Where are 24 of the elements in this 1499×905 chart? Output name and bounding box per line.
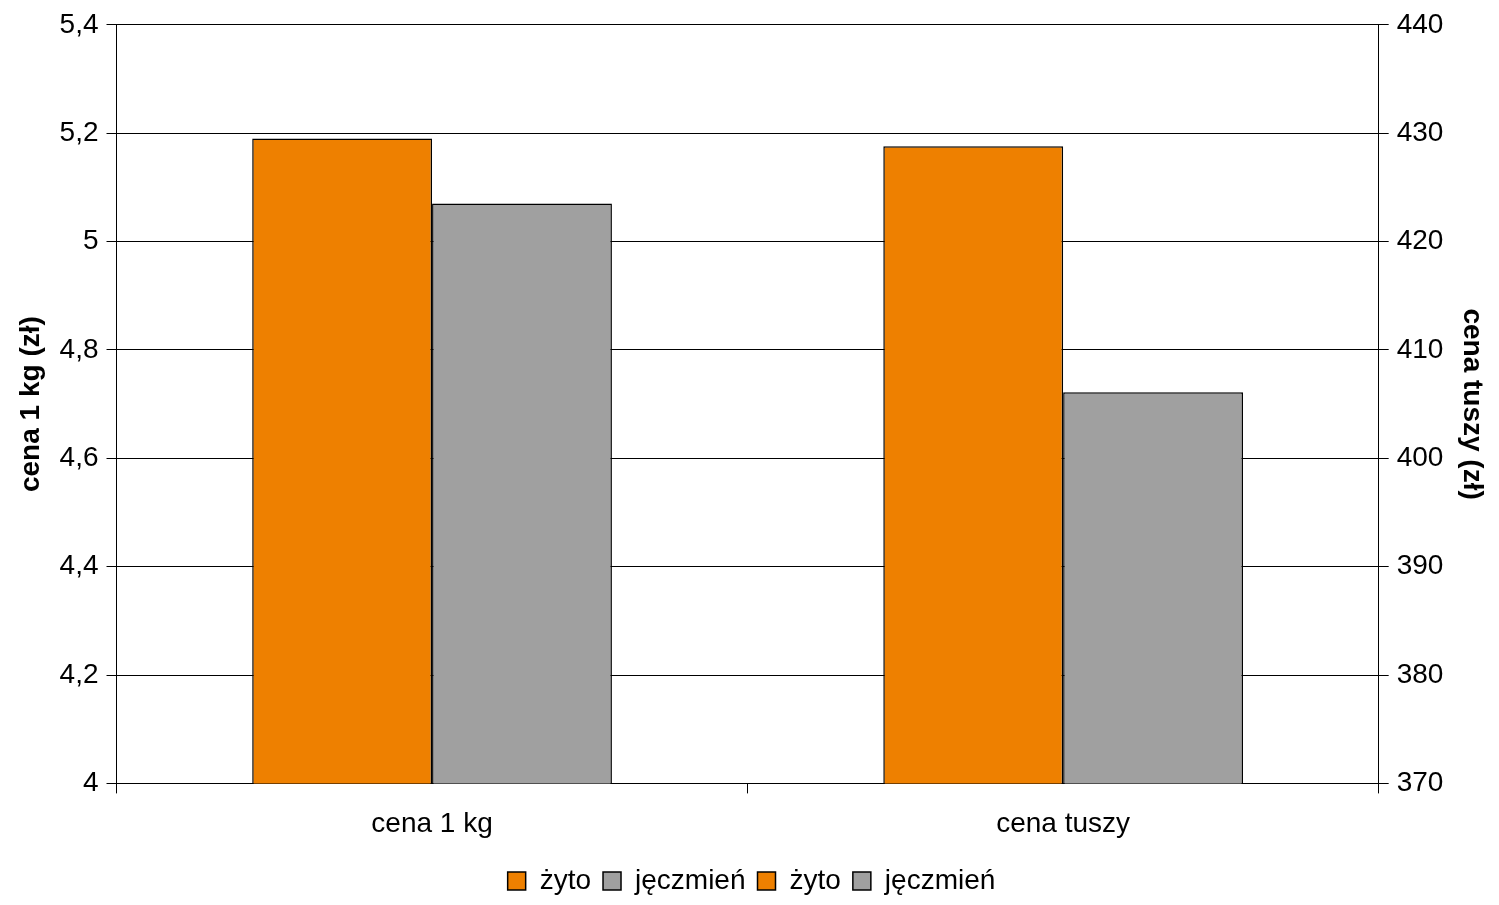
y-tick-label: 4,2 <box>59 657 99 689</box>
y2-tick-label: 370 <box>1396 766 1444 798</box>
x-tick-label: cena 1 kg <box>371 806 493 838</box>
y2-tick-label: 420 <box>1396 224 1444 256</box>
y2-axis-title: cena tuszy (zł) <box>1458 308 1490 500</box>
y2-tick-label: 410 <box>1396 332 1444 364</box>
y2-tick-label: 440 <box>1396 7 1444 39</box>
y-axis-title: cena 1 kg (zł) <box>13 316 45 493</box>
y-tick-label: 4,8 <box>59 332 99 364</box>
y2-tick-label: 390 <box>1396 549 1444 581</box>
y-tick-label: 4,6 <box>59 441 99 472</box>
legend-label: żyto <box>539 863 592 895</box>
y-tick-label: 4 <box>82 766 99 798</box>
y-tick-label: 5,4 <box>59 7 99 39</box>
legend-label: jęczmień <box>883 863 996 895</box>
y-tick-label: 5 <box>82 224 99 256</box>
y2-tick-label: 400 <box>1396 441 1444 472</box>
y-tick-label: 4,4 <box>59 549 99 581</box>
y2-tick-label: 430 <box>1396 115 1444 147</box>
x-tick-label: cena tuszy <box>996 806 1131 838</box>
legend-label: żyto <box>789 863 841 895</box>
y2-tick-label: 380 <box>1396 657 1444 689</box>
y-tick-label: 5,2 <box>59 115 99 147</box>
legend-label: jęczmień <box>634 863 746 895</box>
